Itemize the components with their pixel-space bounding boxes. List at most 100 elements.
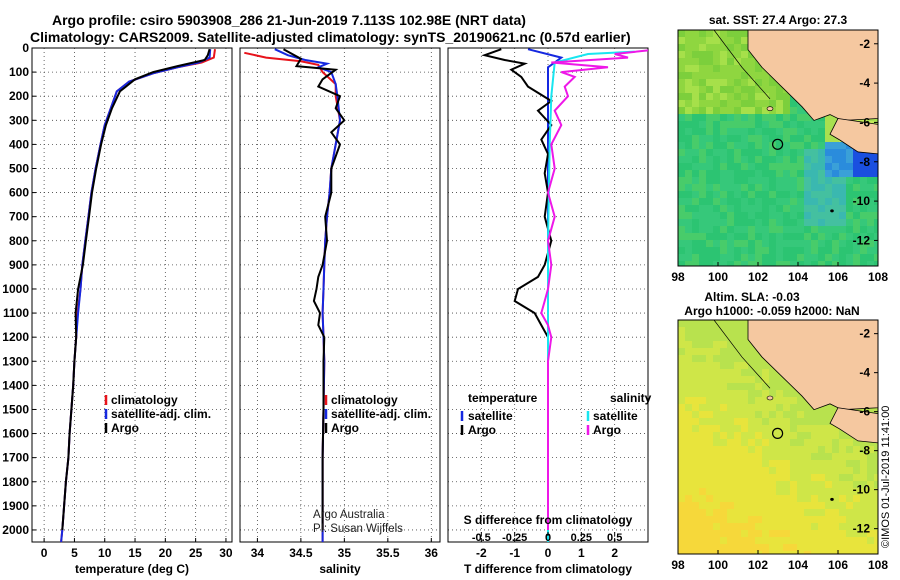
map-cell [825, 156, 832, 163]
map-cell [762, 198, 769, 205]
map-cell [762, 107, 769, 114]
x-tick-label: 35 [338, 546, 352, 560]
map-cell [783, 509, 790, 516]
map-cell [720, 93, 727, 100]
map-cell [846, 495, 853, 502]
map-cell [741, 107, 748, 114]
map-cell [678, 51, 685, 58]
map-cell [734, 30, 741, 37]
map-cell [699, 383, 706, 390]
map-cell [818, 184, 825, 191]
map-cell [734, 191, 741, 198]
map-cell [692, 86, 699, 93]
map-cell [685, 198, 692, 205]
map-cell [713, 93, 720, 100]
map-cell [685, 530, 692, 537]
map-cell [692, 51, 699, 58]
map-cell [811, 516, 818, 523]
map-cell [874, 460, 878, 467]
map-cell [678, 334, 685, 341]
map-cell [699, 37, 706, 44]
map-cell [846, 240, 853, 247]
map-cell [692, 254, 699, 261]
map-cell [727, 334, 734, 341]
map-cell [678, 439, 685, 446]
map-cell [713, 198, 720, 205]
map-cell [727, 100, 734, 107]
map-cell [685, 411, 692, 418]
map-cell [692, 212, 699, 219]
map-cell [727, 37, 734, 44]
map-cell [783, 390, 790, 397]
map-cell [678, 551, 685, 554]
map-cell [769, 488, 776, 495]
map-cell [762, 219, 769, 226]
map-cell [678, 149, 685, 156]
map-cell [678, 198, 685, 205]
map-cell [853, 240, 860, 247]
map-cell [811, 233, 818, 240]
map-cell [741, 240, 748, 247]
map-cell [748, 107, 755, 114]
map-cell [783, 177, 790, 184]
map-cell [769, 397, 776, 404]
map-cell [874, 191, 878, 198]
map-cell [727, 411, 734, 418]
map-cell [741, 453, 748, 460]
map-cell [860, 502, 867, 509]
map-cell [685, 467, 692, 474]
map-cell [692, 439, 699, 446]
x-tick-label: 5 [71, 546, 78, 560]
map-cell [678, 488, 685, 495]
map-cell [692, 523, 699, 530]
map-cell [748, 170, 755, 177]
map-cell [797, 509, 804, 516]
map-cell [804, 261, 811, 266]
map-cell [678, 348, 685, 355]
map-cell [776, 198, 783, 205]
map-cell [860, 509, 867, 516]
map-cell [720, 219, 727, 226]
map-cell [839, 142, 846, 149]
map-cell [804, 240, 811, 247]
map-cell [804, 502, 811, 509]
map-cell [734, 100, 741, 107]
map-cell [762, 86, 769, 93]
map-cell [720, 523, 727, 530]
map-cell [783, 467, 790, 474]
map-cell [769, 516, 776, 523]
map-cell [685, 30, 692, 37]
map-cell [874, 502, 878, 509]
map-cell [762, 481, 769, 488]
map-cell [783, 100, 790, 107]
map-cell [685, 156, 692, 163]
map-cell [685, 397, 692, 404]
map-cell [692, 404, 699, 411]
map-cell [727, 495, 734, 502]
map-cell [762, 93, 769, 100]
map-cell [818, 516, 825, 523]
map-cell [727, 86, 734, 93]
map-cell [713, 544, 720, 551]
map-cell [790, 247, 797, 254]
map-cell [755, 177, 762, 184]
map-cell [720, 233, 727, 240]
map-cell [678, 376, 685, 383]
map-cell [685, 509, 692, 516]
map-cell [874, 177, 878, 184]
map-cell [713, 467, 720, 474]
map-cell [762, 488, 769, 495]
map-cell [804, 254, 811, 261]
map-cell [832, 509, 839, 516]
map-cell [762, 247, 769, 254]
map-cell [748, 474, 755, 481]
map-cell [818, 432, 825, 439]
map-cell [762, 149, 769, 156]
map-cell [860, 453, 867, 460]
map-cell [692, 509, 699, 516]
map-cell [769, 369, 776, 376]
map-cell [839, 198, 846, 205]
map-cell [755, 254, 762, 261]
map-cell [846, 170, 853, 177]
